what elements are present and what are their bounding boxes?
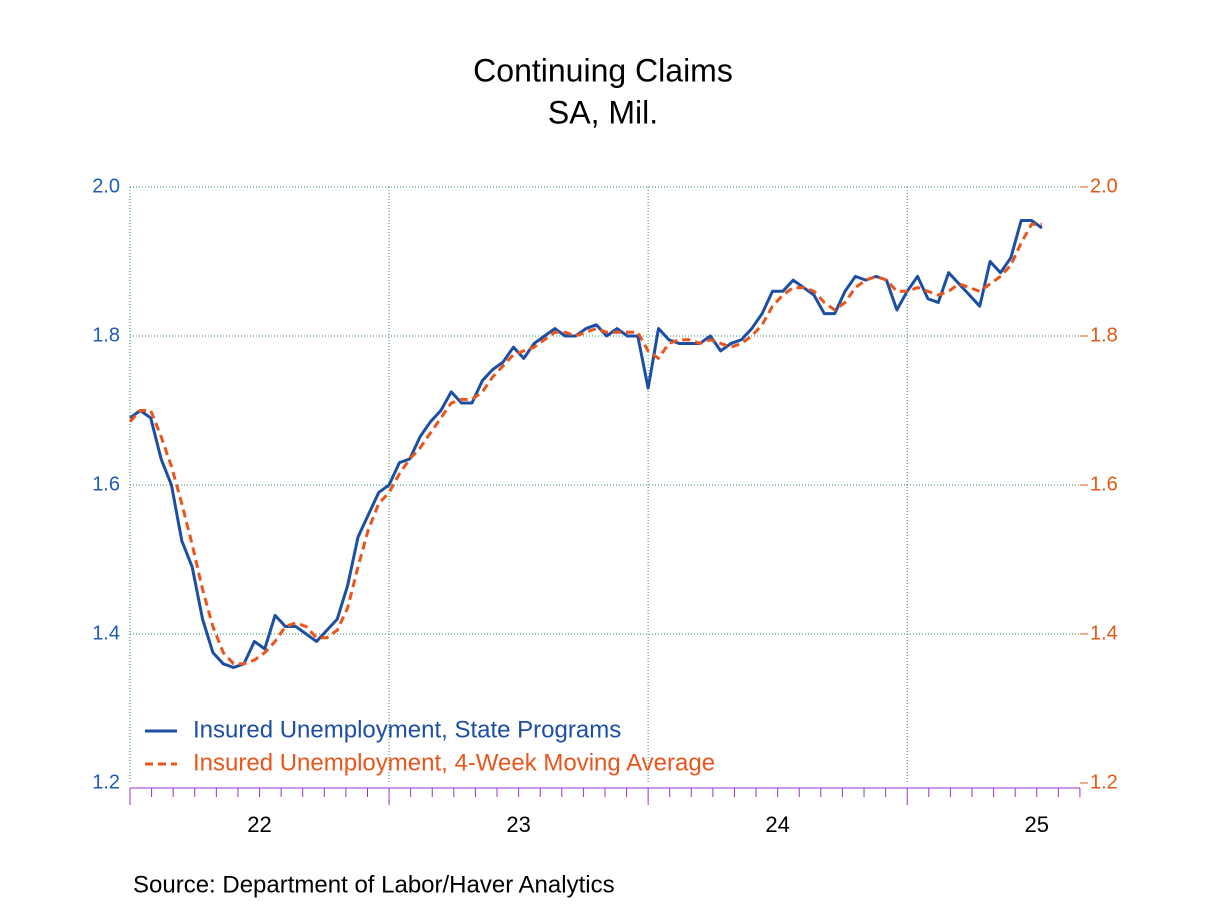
legend-label: Insured Unemployment, 4-Week Moving Aver…: [193, 749, 715, 776]
x-tick-label: 23: [506, 812, 530, 837]
chart-subtitle: SA, Mil.: [548, 94, 658, 130]
x-tick-label: 25: [1024, 812, 1048, 837]
data-line: [129, 219, 1043, 670]
x-tick-label: 22: [247, 812, 271, 837]
legend-label: Insured Unemployment, State Programs: [193, 716, 621, 743]
chart-title: Continuing Claims: [473, 52, 733, 88]
x-tick-label: 24: [765, 812, 789, 837]
y-tick-label: 1.2: [92, 771, 120, 793]
data-line: [128, 222, 1042, 666]
source-note: Source: Department of Labor/Haver Analyt…: [133, 871, 615, 898]
y2-tick-label: 1.8: [1090, 324, 1118, 346]
y-tick-label: 1.8: [92, 324, 120, 346]
y-tick-label: 1.4: [92, 622, 120, 644]
y-tick-label: 1.6: [92, 473, 120, 495]
y2-tick-label: 1.4: [1090, 622, 1118, 644]
y2-tick-label: 1.2: [1090, 771, 1118, 793]
y2-tick-label: 1.6: [1090, 473, 1118, 495]
y2-tick-label: 2.0: [1090, 175, 1118, 197]
y-tick-label: 2.0: [92, 175, 120, 197]
